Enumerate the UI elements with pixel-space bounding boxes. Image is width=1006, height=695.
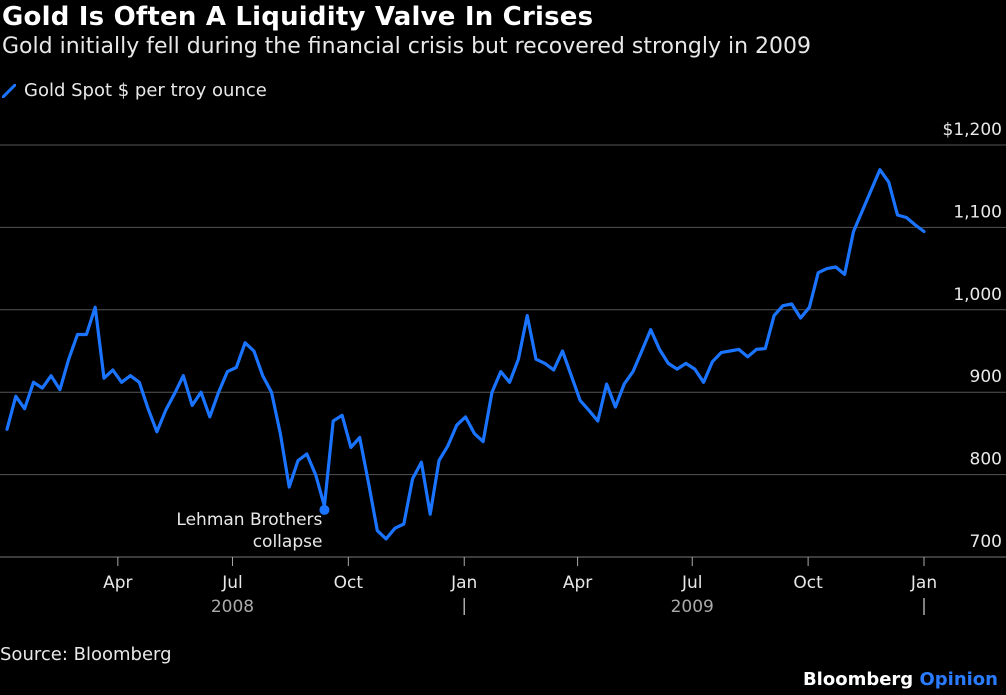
x-year-label: 2009	[671, 597, 714, 617]
annotation-marker	[319, 504, 330, 515]
x-tick-label: Jan	[910, 573, 937, 593]
y-tick-label: 700	[970, 532, 1002, 552]
y-tick-label: 800	[970, 450, 1002, 470]
chart-subtitle: Gold initially fell during the financial…	[2, 34, 812, 59]
brand-secondary: Opinion	[919, 669, 998, 690]
x-year-label: 2008	[211, 597, 254, 617]
gold-price-chart: 700 800 900 1,000 1,100 $1,200 Apr Jul Oct Jan Apr…	[0, 120, 1006, 617]
x-tick-label: Oct	[334, 573, 364, 593]
legend: Gold Spot $ per troy ounce	[2, 80, 267, 101]
legend-label: Gold Spot $ per troy ounce	[24, 80, 267, 101]
x-tick-label: Jul	[681, 573, 703, 593]
x-tick-label: Jul	[221, 573, 243, 593]
brand-logo: Bloomberg Opinion	[803, 669, 998, 690]
x-tick-label: Oct	[793, 573, 823, 593]
x-tick-label: Apr	[103, 573, 132, 593]
annotation-label: collapse	[253, 532, 323, 552]
x-tick-label: Jan	[450, 573, 477, 593]
series-line-gold-spot	[5, 168, 926, 541]
y-tick-label: 900	[970, 367, 1002, 387]
brand-primary: Bloomberg	[802, 669, 914, 690]
chart-title: Gold Is Often A Liquidity Valve In Crise…	[2, 2, 594, 32]
annotation-label: Lehman Brothers	[176, 510, 322, 530]
y-tick-label: 1,000	[953, 285, 1002, 305]
y-tick-label: $1,200	[943, 120, 1002, 140]
source-note: Source: Bloomberg	[0, 644, 172, 665]
legend-line-swatch	[2, 83, 16, 98]
x-tick-label: Apr	[563, 573, 592, 593]
y-tick-label: 1,100	[953, 202, 1002, 222]
